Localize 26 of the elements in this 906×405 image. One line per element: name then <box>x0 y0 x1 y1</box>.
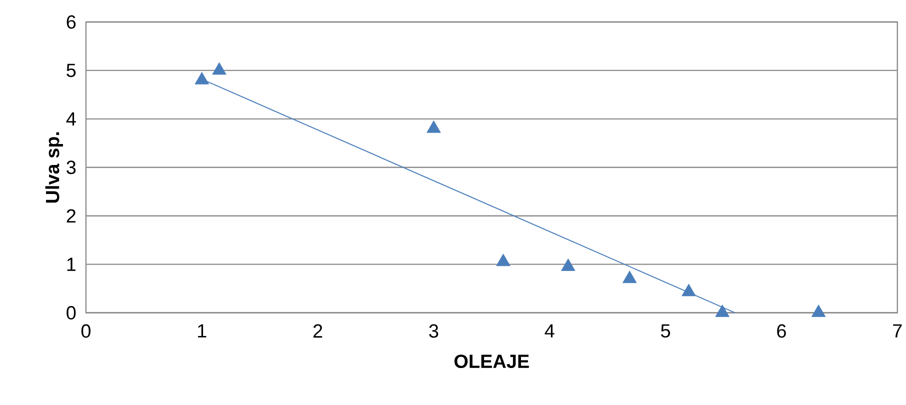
x-tick-label: 4 <box>544 324 554 338</box>
x-tick-label: 1 <box>198 324 206 338</box>
y-tick-label: 3 <box>66 160 76 174</box>
x-tick-label: 0 <box>81 324 90 338</box>
y-tick-label: 0 <box>66 306 76 320</box>
x-tick-label: 7 <box>893 324 902 338</box>
y-tick-label: 5 <box>66 64 76 78</box>
point <box>622 270 637 284</box>
point <box>496 254 510 266</box>
point <box>426 120 441 133</box>
point <box>811 304 826 318</box>
x-tick-label: 6 <box>777 324 786 338</box>
y-tick-label: 6 <box>66 15 76 29</box>
x-tick-label: 2 <box>313 324 322 338</box>
x-axis-title: OLEAJE <box>454 354 529 368</box>
y-tick-label: 1 <box>67 258 76 271</box>
y-axis-title: Ulva sp. <box>45 132 63 203</box>
y-tick-label: 2 <box>66 209 76 223</box>
point <box>715 304 730 318</box>
point <box>212 62 226 75</box>
point <box>194 72 209 84</box>
point <box>561 258 576 272</box>
x-tick-label: 3 <box>429 324 438 338</box>
x-tick-label: 5 <box>661 324 670 338</box>
point <box>682 284 696 296</box>
y-tick-label: 4 <box>66 112 76 126</box>
